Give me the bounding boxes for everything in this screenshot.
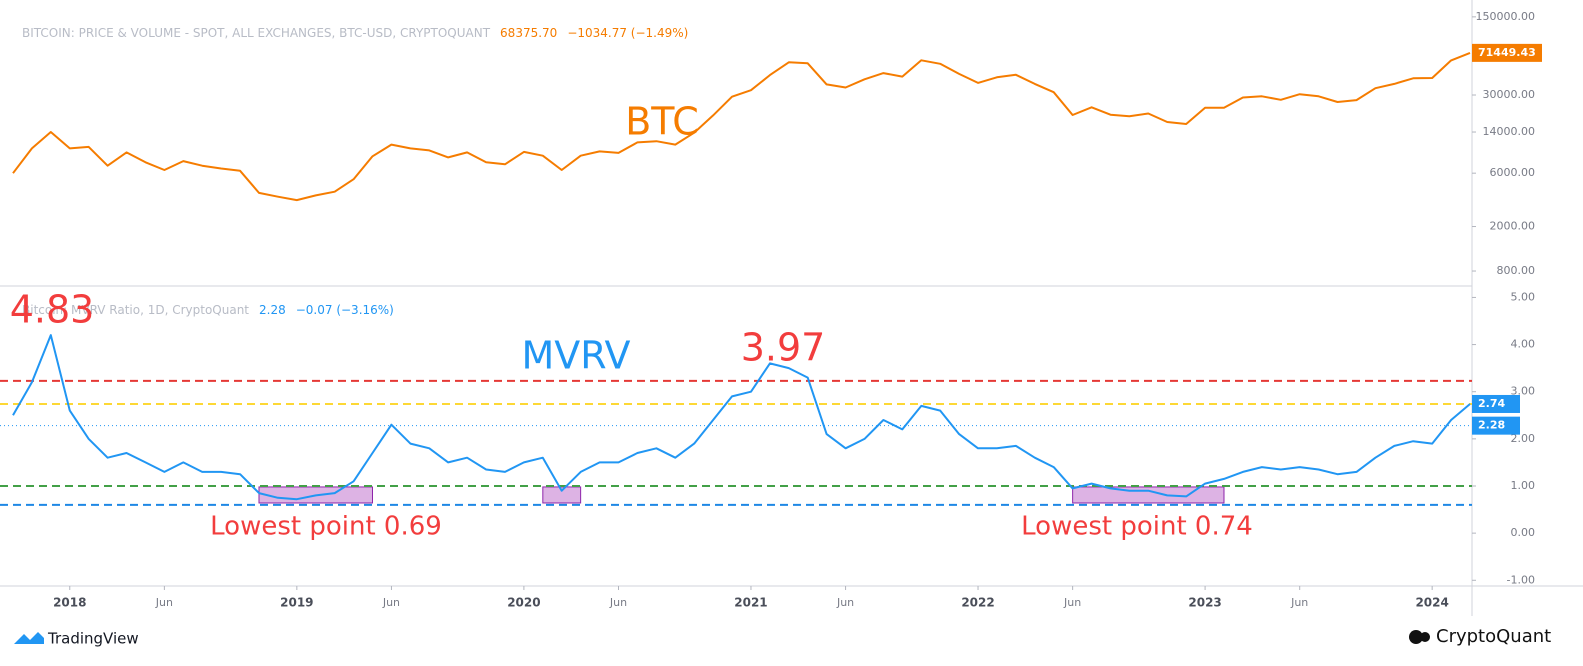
y-tick-label: 0.00	[1511, 526, 1536, 539]
logo-icon	[1409, 630, 1423, 644]
cryptoquant-logo	[1409, 630, 1430, 644]
header-value: 68375.70	[500, 26, 557, 40]
pane-header: BITCOIN: PRICE & VOLUME - SPOT, ALL EXCH…	[22, 26, 688, 40]
axis-value-box	[1472, 394, 1520, 413]
series-line	[12, 334, 1471, 501]
annotation: 3.97	[741, 326, 826, 370]
x-tick-label: Jun	[836, 596, 854, 609]
y-tick-label: 4.00	[1511, 338, 1536, 351]
axis-value-label: 2.74	[1478, 397, 1505, 410]
header-value: 2.28	[259, 303, 286, 317]
y-tick-label: 14000.00	[1483, 125, 1536, 138]
annotation: BTC	[625, 100, 699, 144]
x-tick-label: 2018	[53, 596, 86, 610]
y-tick-label: 30000.00	[1483, 88, 1536, 101]
logo-icon	[14, 632, 44, 644]
axis-value-label: 71449.43	[1478, 46, 1536, 59]
series-line	[12, 51, 1471, 202]
annotation: MVRV	[521, 334, 630, 378]
annotation: Lowest point 0.69	[210, 512, 442, 542]
x-tick-label: 2023	[1188, 596, 1221, 610]
header-change: −0.07 (−3.16%)	[296, 303, 394, 317]
axis-value-box	[1472, 43, 1542, 62]
header-title: BITCOIN: PRICE & VOLUME - SPOT, ALL EXCH…	[22, 26, 491, 40]
header-change: −1034.77 (−1.49%)	[567, 26, 688, 40]
y-tick-label: -1.00	[1507, 573, 1535, 586]
x-tick-label: Jun	[155, 596, 173, 609]
logo-icon	[1420, 632, 1430, 642]
y-tick-label: 1.00	[1511, 479, 1536, 492]
highlight-box	[1072, 486, 1225, 504]
x-tick-label: 2020	[507, 596, 540, 610]
pane-header: Bitcoin: MVRV Ratio, 1D, CryptoQuant 2.28…	[22, 303, 394, 317]
x-tick-label: 2019	[280, 596, 313, 610]
x-tick-label: Jun	[382, 596, 400, 609]
x-tick-label: 2021	[734, 596, 767, 610]
axis-value-box	[1472, 416, 1520, 435]
y-tick-label: 2000.00	[1490, 220, 1536, 233]
x-tick-label: 2022	[961, 596, 994, 610]
axis-value-label: 2.28	[1478, 419, 1505, 432]
y-tick-label: 3.00	[1511, 385, 1536, 398]
footer-left: TradingView	[47, 630, 139, 648]
y-tick-label: 5.00	[1511, 290, 1536, 303]
x-tick-label: Jun	[609, 596, 627, 609]
annotation: Lowest point 0.74	[1021, 512, 1253, 542]
y-tick-label: 2.00	[1511, 432, 1536, 445]
annotation: 4.83	[10, 288, 95, 332]
tradingview-logo	[14, 632, 44, 644]
header-title: Bitcoin: MVRV Ratio, 1D, CryptoQuant	[22, 303, 249, 317]
footer-right: CryptoQuant	[1436, 626, 1551, 647]
y-tick-label: 6000.00	[1490, 166, 1536, 179]
y-tick-label: 150000.00	[1476, 10, 1536, 23]
x-tick-label: 2024	[1415, 596, 1448, 610]
x-tick-label: Jun	[1063, 596, 1081, 609]
x-tick-label: Jun	[1290, 596, 1308, 609]
y-tick-label: 800.00	[1497, 264, 1536, 277]
